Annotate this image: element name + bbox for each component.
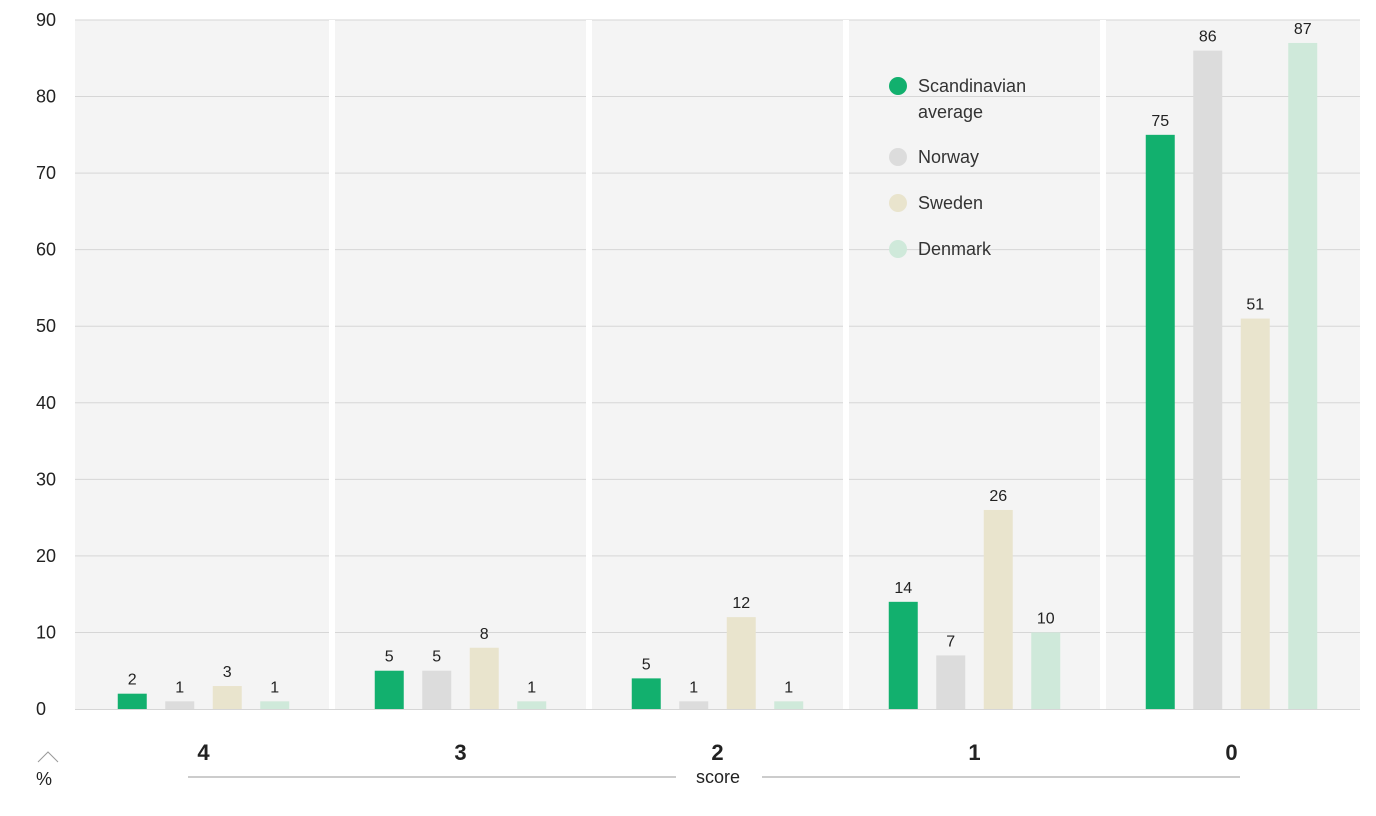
legend-label: Denmark [918, 239, 992, 259]
data-label: 12 [732, 595, 750, 612]
data-label: 7 [946, 633, 955, 650]
y-tick-label: 90 [36, 10, 56, 30]
data-label: 1 [689, 679, 698, 696]
y-tick-label: 30 [36, 469, 56, 489]
y-tick-label: 10 [36, 622, 56, 642]
y-axis-label: % [36, 769, 52, 789]
data-label: 5 [642, 656, 651, 673]
bar [1145, 134, 1175, 710]
data-label: 51 [1246, 297, 1264, 314]
legend-swatch [889, 194, 907, 212]
bar [774, 701, 804, 709]
bar [212, 686, 242, 709]
y-tick-label: 20 [36, 546, 56, 566]
bar [1193, 50, 1223, 710]
legend-label: Sweden [918, 193, 983, 213]
data-label: 2 [128, 672, 137, 689]
x-tick-label: 1 [968, 740, 980, 765]
scroll-up-icon [37, 751, 59, 763]
bar [631, 678, 661, 709]
axis-labels: % score [36, 751, 1240, 789]
bar [165, 701, 195, 709]
bar [422, 670, 452, 709]
bars [117, 42, 1318, 710]
bar [374, 670, 404, 709]
data-label: 10 [1037, 610, 1055, 627]
x-tick-label: 0 [1225, 740, 1237, 765]
data-label: 87 [1294, 21, 1312, 38]
bar [1031, 632, 1061, 709]
x-axis-categories: 4 3 2 1 0 [197, 740, 1237, 765]
legend: Scandinavian average Norway Sweden Denmark [889, 76, 1026, 259]
data-label: 5 [432, 649, 441, 666]
data-label: 75 [1151, 113, 1169, 130]
bar [117, 693, 147, 709]
legend-swatch [889, 240, 907, 258]
data-label: 1 [175, 679, 184, 696]
legend-swatch [889, 77, 907, 95]
bar [888, 601, 918, 709]
bar [517, 701, 547, 709]
data-label: 3 [223, 664, 232, 681]
x-tick-label: 2 [711, 740, 723, 765]
y-tick-label: 70 [36, 163, 56, 183]
y-tick-label: 60 [36, 240, 56, 260]
bar [1288, 42, 1318, 709]
data-label: 1 [527, 679, 536, 696]
y-tick-label: 80 [36, 87, 56, 107]
bar [936, 655, 966, 709]
bar [679, 701, 709, 709]
bar [726, 617, 756, 709]
y-tick-label: 50 [36, 316, 56, 336]
data-label: 86 [1199, 29, 1217, 46]
data-label: 26 [989, 488, 1007, 505]
x-tick-label: 3 [454, 740, 466, 765]
data-label: 1 [270, 679, 279, 696]
data-label: 8 [480, 626, 489, 643]
x-tick-label: 4 [197, 740, 210, 765]
data-label: 5 [385, 649, 394, 666]
x-axis-label: score [696, 767, 740, 787]
data-label: 1 [784, 679, 793, 696]
legend-swatch [889, 148, 907, 166]
data-label: 14 [894, 580, 912, 597]
bar [1240, 318, 1270, 709]
legend-label: Scandinavian average [918, 76, 1026, 122]
category-separators [329, 20, 1106, 709]
y-tick-label: 0 [36, 699, 46, 719]
y-tick-label: 40 [36, 393, 56, 413]
bar [983, 509, 1013, 709]
bar [260, 701, 290, 709]
y-axis-ticks: 0 10 20 30 40 50 60 70 80 90 [36, 10, 56, 719]
bar [469, 647, 499, 709]
legend-label: Norway [918, 147, 979, 167]
